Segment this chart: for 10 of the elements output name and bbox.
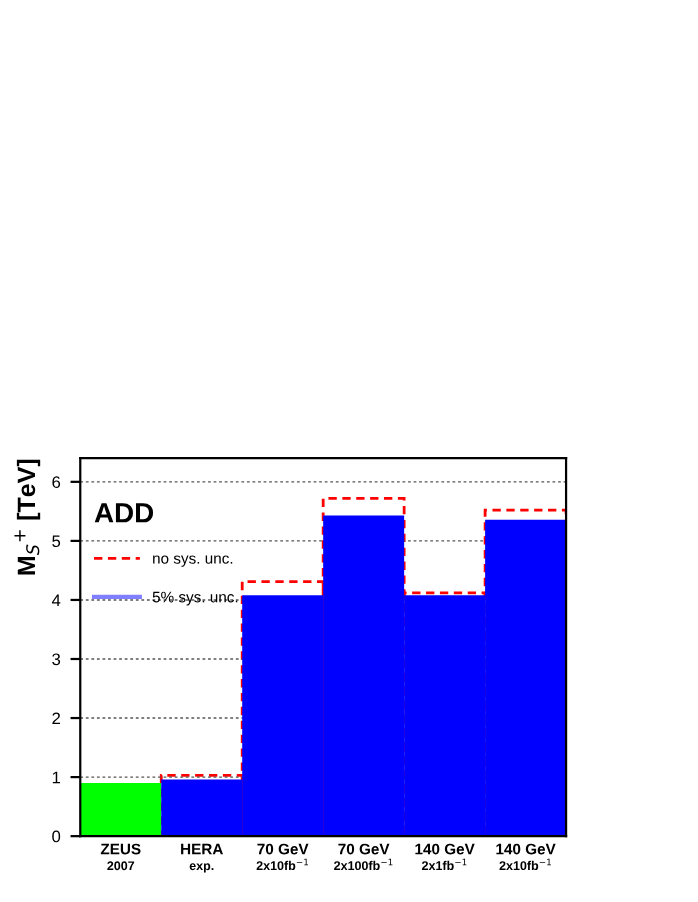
bar bbox=[80, 783, 162, 837]
y-tick-label: 3 bbox=[52, 653, 61, 666]
y-tick-label: 1 bbox=[52, 771, 61, 784]
y-tick-label: 0 bbox=[52, 830, 61, 843]
y-tick-label: 4 bbox=[51, 594, 61, 606]
y-tick-label: 6 bbox=[52, 476, 61, 489]
y-tick-label: 2 bbox=[52, 712, 60, 725]
y-tick-label: 5 bbox=[52, 535, 61, 548]
y-axis-title: M$_{S}$$^{+}$ [TeV] bbox=[14, 459, 41, 575]
legend-title: ADD bbox=[94, 503, 154, 523]
